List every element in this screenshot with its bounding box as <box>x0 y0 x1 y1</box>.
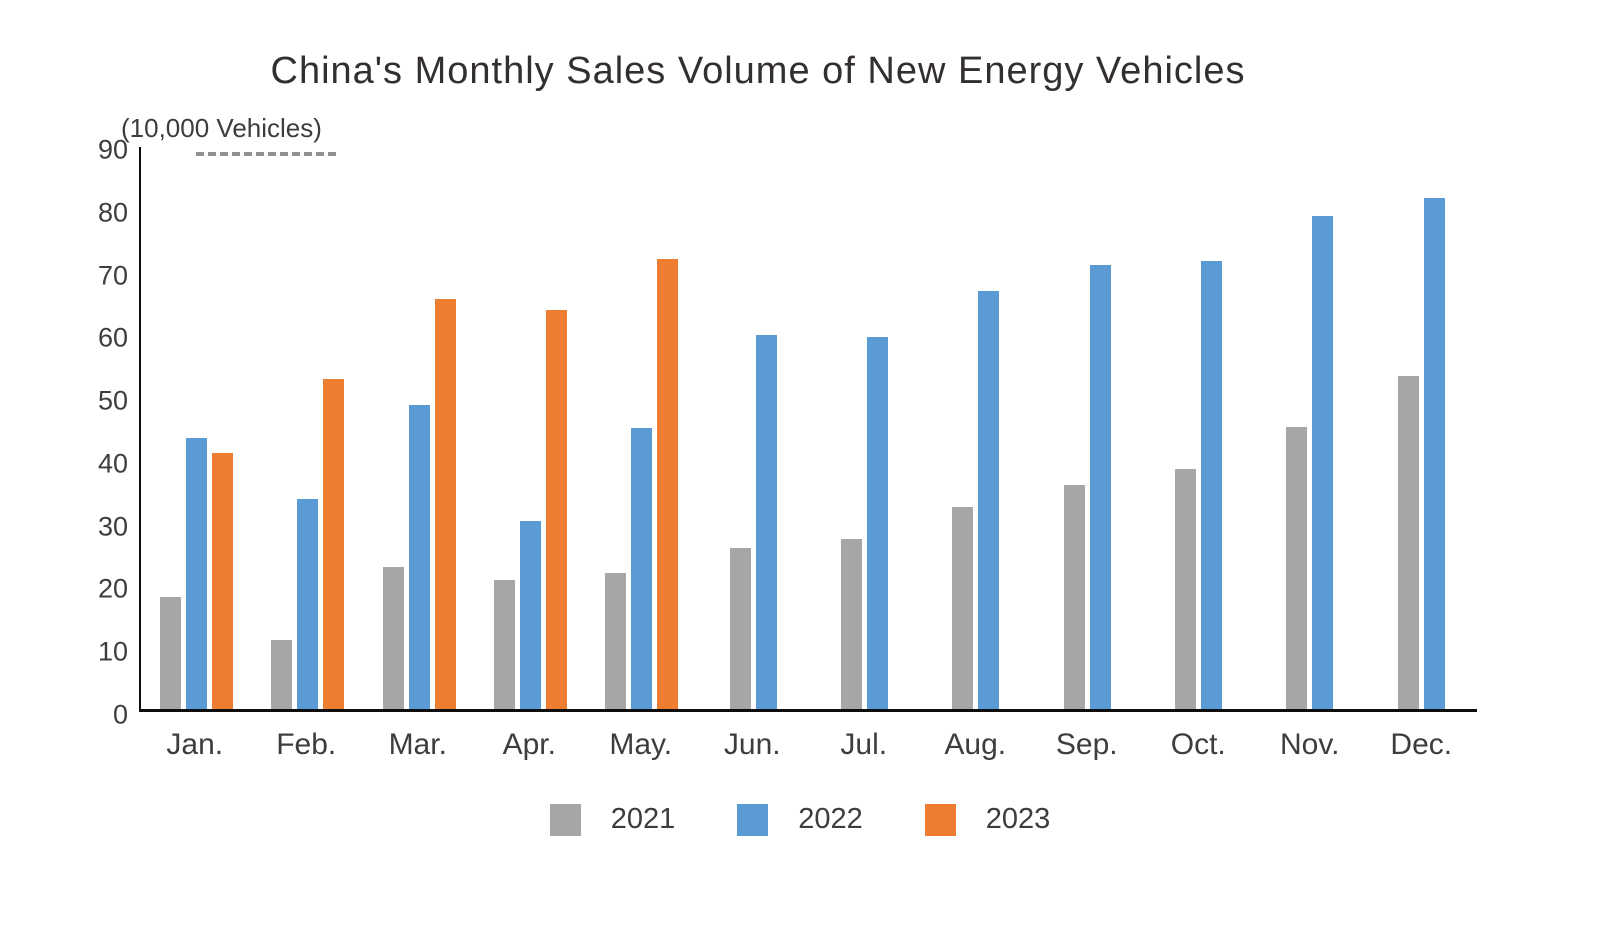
x-tick-jun: Jun. <box>723 728 781 761</box>
x-tick-may: May. <box>609 728 673 761</box>
chart-title: China's Monthly Sales Volume of New Ener… <box>270 50 1246 92</box>
legend-label-2023: 2023 <box>985 803 1051 835</box>
legend-swatch-2023 <box>924 803 956 836</box>
bar-2023-jan <box>212 452 234 709</box>
x-tick-dec: Dec. <box>1390 728 1453 761</box>
bar-2023-may <box>657 258 679 709</box>
bar-2021-feb <box>271 639 293 709</box>
x-tick-sep: Sep. <box>1055 728 1118 761</box>
legend-item-2023: 2023 <box>924 803 1051 836</box>
y-tick-40: 40 <box>97 448 128 479</box>
x-tick-aug: Aug. <box>944 728 1007 761</box>
legend-item-2022: 2022 <box>737 803 863 836</box>
x-tick-jan: Jan. <box>166 728 224 761</box>
month-group-dec <box>1366 147 1477 709</box>
bar-2021-jan <box>160 596 182 709</box>
month-group-jun <box>698 147 809 709</box>
x-tick-feb: Feb. <box>276 728 337 761</box>
month-group-sep <box>1032 147 1143 709</box>
bar-2022-feb <box>297 499 319 709</box>
month-group-aug <box>920 147 1031 709</box>
bar-2021-aug <box>952 507 974 709</box>
x-tick-mar: Mar. <box>388 728 447 761</box>
y-axis: 0 10 20 30 40 50 60 70 80 90 <box>40 136 128 728</box>
bar-2023-apr <box>546 309 568 709</box>
cropped-text-artifact <box>196 152 336 156</box>
bar-2021-mar <box>382 567 404 709</box>
month-group-apr <box>475 147 586 709</box>
bar-2023-feb <box>323 379 345 709</box>
x-tick-apr: Apr. <box>502 728 556 761</box>
bar-2022-apr <box>520 521 542 709</box>
bar-2022-sep <box>1089 264 1111 709</box>
bar-2021-oct <box>1175 468 1197 709</box>
x-tick-jul: Jul. <box>840 728 888 761</box>
month-group-jan <box>141 147 252 709</box>
month-group-nov <box>1254 147 1365 709</box>
legend-item-2021: 2021 <box>549 803 676 836</box>
bar-2022-jun <box>755 334 777 709</box>
y-axis-unit-label: (10,000 Vehicles) <box>121 113 322 143</box>
bar-2022-jan <box>186 438 208 709</box>
legend-swatch-2022 <box>737 803 769 836</box>
bar-2021-nov <box>1286 426 1308 709</box>
bar-2022-nov <box>1312 215 1334 709</box>
x-tick-nov: Nov. <box>1280 728 1340 761</box>
month-group-oct <box>1143 147 1254 709</box>
y-tick-30: 30 <box>97 511 128 542</box>
bar-2022-may <box>631 428 653 709</box>
bar-2021-apr <box>494 579 516 709</box>
x-axis: Jan. Feb. Mar. Apr. May. Jun. Jul. Aug. Sep. Oct.… <box>139 728 1477 762</box>
bar-2022-oct <box>1201 260 1223 709</box>
month-group-jul <box>809 147 920 709</box>
bar-2022-mar <box>408 405 430 709</box>
bar-2021-sep <box>1063 484 1085 709</box>
plot-area <box>139 147 1477 712</box>
bar-2022-dec <box>1423 198 1445 709</box>
month-group-mar <box>364 147 475 709</box>
legend: 2021 2022 2023 <box>0 803 1600 836</box>
y-tick-80: 80 <box>97 197 128 228</box>
x-tick-oct: Oct. <box>1170 728 1226 761</box>
y-tick-10: 10 <box>97 636 128 667</box>
legend-swatch-2021 <box>549 803 581 836</box>
legend-label-2022: 2022 <box>798 803 863 835</box>
y-tick-0: 0 <box>112 699 128 730</box>
y-tick-60: 60 <box>97 322 128 353</box>
y-tick-70: 70 <box>97 260 128 291</box>
bar-2022-aug <box>978 290 1000 709</box>
bar-2021-jun <box>729 548 751 709</box>
bar-2023-mar <box>434 299 456 709</box>
month-group-feb <box>252 147 363 709</box>
bar-2021-dec <box>1397 375 1419 709</box>
y-tick-20: 20 <box>97 573 128 604</box>
legend-label-2021: 2021 <box>610 803 676 835</box>
bar-2022-jul <box>867 336 889 709</box>
y-tick-50: 50 <box>97 385 128 416</box>
bar-2021-may <box>605 572 627 709</box>
month-group-may <box>586 147 697 709</box>
bar-2021-jul <box>841 538 863 709</box>
y-tick-90: 90 <box>97 134 128 165</box>
